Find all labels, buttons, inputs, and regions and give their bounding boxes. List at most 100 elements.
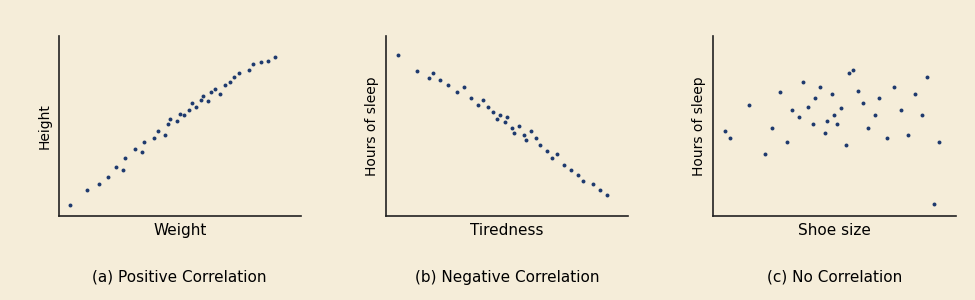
Point: [181, 108, 197, 112]
Point: [217, 83, 233, 88]
Point: [440, 83, 455, 88]
Text: (a) Positive Correlation: (a) Positive Correlation: [93, 270, 267, 285]
Point: [146, 136, 162, 141]
Point: [516, 132, 531, 137]
Point: [267, 55, 283, 60]
Point: [741, 102, 757, 107]
Point: [222, 80, 238, 84]
Point: [91, 182, 106, 187]
Point: [489, 116, 505, 121]
Point: [519, 138, 534, 142]
Point: [499, 115, 515, 120]
Point: [158, 132, 174, 137]
Point: [592, 187, 607, 192]
Point: [476, 97, 491, 102]
Point: [827, 113, 842, 118]
Point: [867, 113, 882, 118]
X-axis label: Weight: Weight: [153, 223, 207, 238]
Point: [425, 71, 441, 76]
Point: [764, 125, 780, 130]
Point: [201, 99, 216, 104]
Point: [557, 162, 572, 167]
Point: [931, 140, 947, 144]
Point: [575, 178, 591, 183]
Point: [170, 118, 185, 123]
Point: [163, 116, 178, 121]
Point: [421, 76, 437, 81]
Point: [564, 168, 579, 172]
Point: [246, 62, 261, 67]
Point: [893, 108, 909, 112]
Point: [772, 90, 788, 95]
Point: [850, 88, 866, 93]
X-axis label: Tiredness: Tiredness: [470, 223, 544, 238]
Point: [819, 118, 835, 123]
Point: [504, 125, 520, 130]
Point: [160, 122, 176, 127]
Point: [213, 92, 228, 97]
Point: [184, 101, 200, 106]
X-axis label: Shoe size: Shoe size: [798, 223, 871, 238]
Point: [800, 104, 816, 109]
Point: [829, 122, 844, 127]
Point: [845, 67, 861, 72]
Point: [585, 182, 601, 187]
Point: [599, 192, 614, 197]
Point: [544, 155, 560, 160]
Y-axis label: Hours of sleep: Hours of sleep: [692, 76, 706, 176]
Point: [840, 71, 856, 76]
Point: [784, 108, 800, 112]
Point: [527, 136, 543, 141]
Point: [100, 175, 116, 180]
Point: [900, 132, 916, 137]
Point: [796, 80, 811, 84]
Point: [834, 106, 849, 111]
Point: [919, 74, 935, 79]
Point: [117, 155, 133, 160]
Point: [855, 101, 871, 106]
Point: [226, 74, 242, 79]
Point: [926, 201, 942, 206]
Point: [718, 129, 733, 134]
Y-axis label: Hours of sleep: Hours of sleep: [365, 76, 379, 176]
Point: [62, 203, 78, 208]
Point: [241, 67, 256, 72]
Point: [915, 113, 930, 118]
Point: [492, 113, 508, 118]
Point: [136, 140, 152, 144]
Point: [390, 53, 406, 58]
Point: [570, 173, 586, 178]
Point: [805, 122, 821, 127]
Point: [817, 131, 833, 136]
Point: [511, 124, 526, 128]
Text: (c) No Correlation: (c) No Correlation: [766, 270, 902, 285]
Point: [463, 95, 479, 100]
Point: [908, 92, 923, 97]
Point: [523, 129, 538, 134]
Point: [497, 120, 513, 125]
Point: [485, 110, 500, 114]
Point: [872, 95, 887, 100]
Y-axis label: Height: Height: [38, 103, 52, 149]
Point: [231, 71, 247, 76]
Point: [134, 150, 149, 155]
Point: [722, 136, 737, 141]
Point: [172, 111, 187, 116]
Point: [878, 136, 894, 141]
Point: [532, 143, 548, 148]
Point: [127, 146, 142, 151]
Point: [176, 113, 192, 118]
Point: [79, 187, 95, 192]
Text: (b) Negative Correlation: (b) Negative Correlation: [414, 270, 600, 285]
Point: [539, 148, 555, 153]
Point: [779, 140, 795, 144]
Point: [203, 90, 218, 95]
Point: [506, 131, 522, 136]
Point: [860, 125, 876, 130]
Point: [838, 143, 854, 148]
Point: [150, 129, 166, 134]
Point: [449, 90, 465, 95]
Point: [758, 152, 773, 157]
Point: [480, 104, 495, 109]
Point: [549, 152, 565, 157]
